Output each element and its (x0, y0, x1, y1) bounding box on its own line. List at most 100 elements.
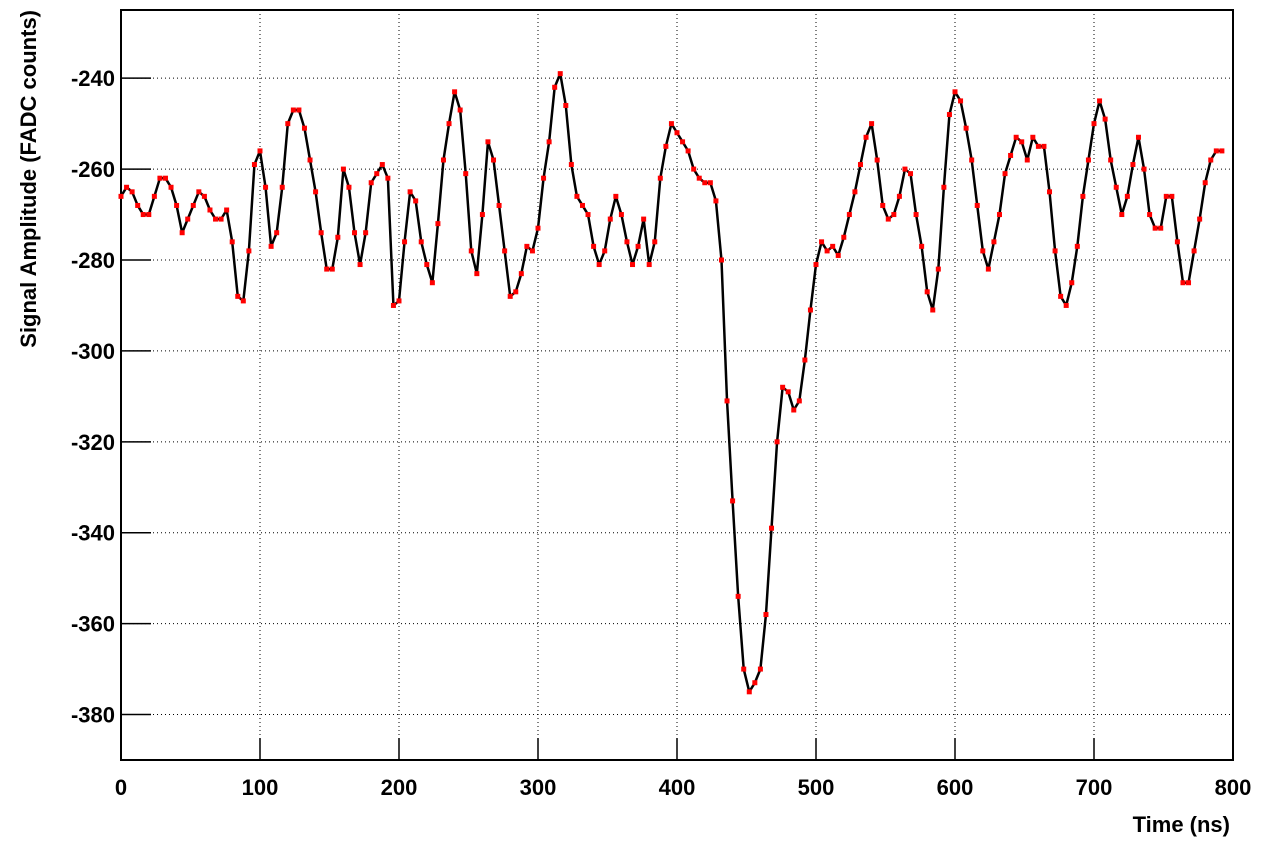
sample-marker (780, 384, 786, 390)
sample-marker (613, 193, 619, 199)
sample-marker (1119, 212, 1125, 218)
sample-marker (958, 98, 964, 104)
sample-marker (218, 216, 224, 222)
sample-marker (224, 207, 230, 213)
sample-marker (874, 157, 880, 163)
sample-marker (374, 171, 380, 177)
sample-marker (140, 212, 146, 218)
sample-marker (746, 689, 752, 695)
sample-marker (680, 139, 686, 145)
sample-marker (707, 180, 713, 186)
sample-marker (407, 189, 413, 195)
sample-marker (357, 262, 363, 268)
sample-marker (146, 212, 152, 218)
sample-marker (1047, 189, 1053, 195)
sample-marker (785, 389, 791, 395)
sample-marker (896, 193, 902, 199)
y-tick-label: -360 (71, 612, 115, 637)
sample-marker (813, 262, 819, 268)
sample-marker (496, 202, 502, 208)
sample-marker (368, 180, 374, 186)
sample-marker (390, 302, 396, 308)
sample-marker (324, 266, 330, 272)
sample-marker (724, 398, 730, 404)
sample-marker (685, 148, 691, 154)
sample-marker (1108, 157, 1114, 163)
sample-marker (607, 216, 613, 222)
y-tick-label: -320 (71, 430, 115, 455)
sample-marker (174, 202, 180, 208)
sample-marker (162, 175, 168, 181)
x-axis-label: Time (ns) (1133, 812, 1230, 837)
sample-marker (1074, 243, 1080, 249)
sample-marker (830, 243, 836, 249)
sample-marker (735, 593, 741, 599)
sample-marker (340, 166, 346, 172)
sample-marker (835, 252, 841, 258)
sample-marker (1080, 193, 1086, 199)
sample-marker (774, 439, 780, 445)
sample-marker (657, 175, 663, 181)
sample-marker (207, 207, 213, 213)
sample-marker (329, 266, 335, 272)
sample-marker (1063, 302, 1069, 308)
sample-marker (468, 248, 474, 254)
sample-marker (585, 212, 591, 218)
sample-marker (663, 143, 669, 149)
sample-marker (1102, 116, 1108, 122)
sample-marker (846, 212, 852, 218)
sample-marker (935, 266, 941, 272)
sample-marker (1180, 280, 1186, 286)
sample-marker (791, 407, 797, 413)
plot-frame (120, 9, 1234, 761)
sample-marker (568, 162, 574, 168)
sample-marker (185, 216, 191, 222)
sample-marker (552, 84, 558, 90)
sample-marker (1013, 134, 1019, 140)
y-tick-label: -300 (71, 339, 115, 364)
sample-marker (529, 248, 535, 254)
sample-marker (1219, 148, 1225, 154)
sample-marker (1035, 143, 1041, 149)
sample-marker (863, 134, 869, 140)
sample-marker (413, 198, 419, 204)
sample-marker (279, 184, 285, 190)
sample-marker (674, 130, 680, 136)
sample-marker (841, 234, 847, 240)
y-tick-label: -280 (71, 248, 115, 273)
sample-marker (491, 157, 497, 163)
sample-marker (969, 157, 975, 163)
sample-marker (691, 166, 697, 172)
sample-marker (474, 271, 480, 277)
sample-marker (290, 107, 296, 113)
sample-marker (335, 234, 341, 240)
sample-marker (463, 171, 469, 177)
sample-marker (251, 162, 257, 168)
sample-marker (1124, 193, 1130, 199)
sample-marker (757, 666, 763, 672)
y-tick-label: -380 (71, 703, 115, 728)
sample-marker (346, 184, 352, 190)
sample-marker (429, 280, 435, 286)
sample-marker (963, 125, 969, 131)
sample-marker (379, 162, 385, 168)
sample-marker (557, 71, 563, 77)
y-tick-label: -240 (71, 66, 115, 91)
sample-marker (852, 189, 858, 195)
sample-marker (363, 230, 369, 236)
sample-marker (579, 202, 585, 208)
sample-marker (730, 498, 736, 504)
sample-marker (457, 107, 463, 113)
sample-marker (824, 248, 830, 254)
sample-marker (479, 212, 485, 218)
sample-marker (418, 239, 424, 245)
sample-marker (902, 166, 908, 172)
sample-marker (485, 139, 491, 145)
x-tick-label: 300 (520, 775, 557, 800)
sample-marker (980, 248, 986, 254)
sample-marker (985, 266, 991, 272)
sample-marker (763, 612, 769, 618)
sample-marker (1130, 162, 1136, 168)
sample-marker (263, 184, 269, 190)
